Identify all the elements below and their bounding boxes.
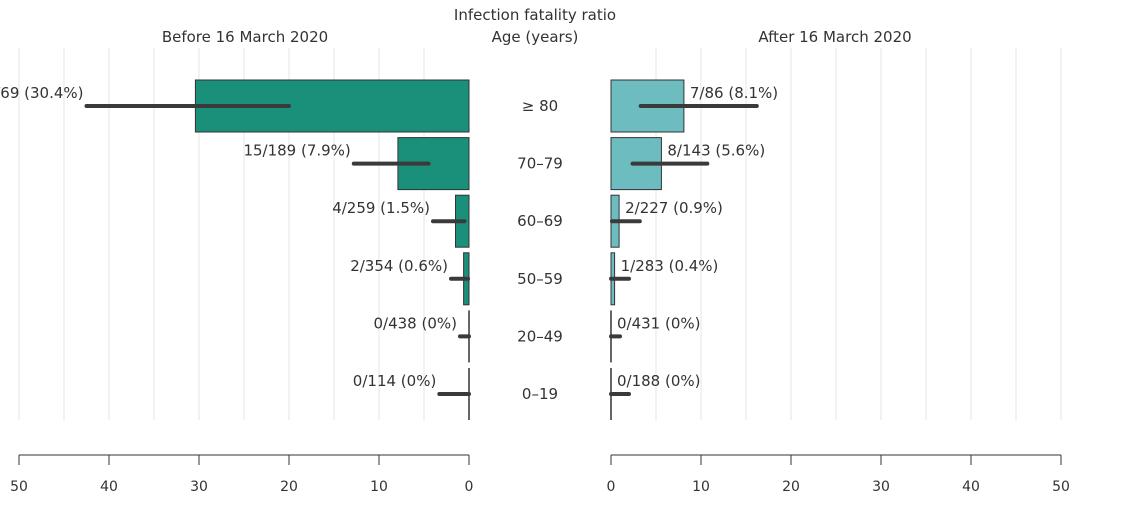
bar-label-before: 2/354 (0.6%) [350, 257, 448, 275]
right-tick-label: 50 [1052, 479, 1070, 495]
age-group-label: ≥ 80 [522, 97, 558, 115]
age-group-label: 20–49 [517, 327, 563, 345]
age-group-label: 70–79 [517, 155, 563, 173]
bar-label-after: 2/227 (0.9%) [625, 199, 723, 217]
age-group-label: 50–59 [517, 270, 563, 288]
bar-label-after: 7/86 (8.1%) [690, 84, 778, 102]
left-tick-label: 0 [465, 479, 474, 495]
bar-labels: 21/69 (30.4%) 7/86 (8.1%) ≥ 80 15/189 (7.9%… [0, 84, 778, 403]
left-tick-label: 10 [370, 479, 388, 495]
right-tick-label: 40 [962, 479, 980, 495]
bar-label-after: 0/431 (0%) [617, 314, 701, 332]
bar-label-before: 21/69 (30.4%) [0, 84, 84, 102]
age-group-label: 60–69 [517, 212, 563, 230]
right-tick-label: 30 [872, 479, 890, 495]
left-tick-label: 30 [190, 479, 208, 495]
age-axis-title: Age (years) [492, 28, 579, 46]
bar-label-before: 0/114 (0%) [353, 372, 437, 390]
left-tick-label: 40 [100, 479, 118, 495]
bar-label-after: 8/143 (5.6%) [667, 142, 765, 160]
left-tick-label: 50 [10, 479, 28, 495]
left-panel-title: Before 16 March 2020 [162, 28, 328, 46]
chart-title: Infection fatality ratio [454, 6, 616, 24]
left-tick-label: 20 [280, 479, 298, 495]
right-panel-title: After 16 March 2020 [758, 28, 911, 46]
axes: 50 40 30 20 10 0 0 10 20 30 40 50 [10, 454, 1070, 495]
age-group-label: 0–19 [522, 385, 558, 403]
right-tick-label: 0 [607, 479, 616, 495]
bar-label-after: 1/283 (0.4%) [621, 257, 719, 275]
bar-label-after: 0/188 (0%) [617, 372, 701, 390]
right-tick-label: 20 [782, 479, 800, 495]
bar-label-before: 4/259 (1.5%) [332, 199, 430, 217]
right-tick-label: 10 [692, 479, 710, 495]
bars [84, 79, 759, 420]
bar-label-before: 0/438 (0%) [374, 314, 458, 332]
bar-label-before: 15/189 (7.9%) [243, 142, 350, 160]
